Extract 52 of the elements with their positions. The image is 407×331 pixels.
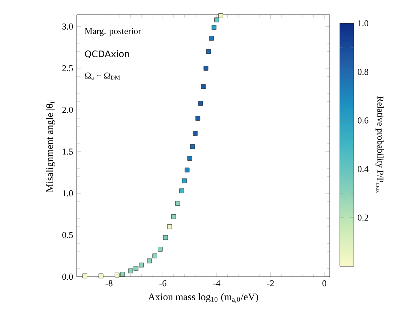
point bbox=[193, 131, 198, 136]
point bbox=[198, 101, 204, 106]
point bbox=[172, 214, 176, 220]
point bbox=[139, 262, 144, 268]
y-axis-title: Misalignment angle |θ$_{i}$| bbox=[46, 100, 56, 192]
y-tick-label: 1.5 bbox=[63, 148, 74, 155]
point bbox=[180, 188, 184, 194]
x-tick-label: -2 bbox=[267, 280, 274, 286]
color-bar-label: 0.6 bbox=[358, 118, 369, 124]
point bbox=[147, 258, 152, 264]
point bbox=[168, 224, 172, 230]
point bbox=[218, 14, 224, 18]
annotation: Marg. posterior bbox=[85, 28, 142, 36]
point bbox=[212, 25, 217, 30]
point bbox=[185, 168, 190, 173]
point bbox=[214, 18, 220, 22]
y-tick-label: 2.5 bbox=[62, 65, 74, 72]
point bbox=[201, 84, 206, 90]
point bbox=[209, 36, 214, 41]
point bbox=[98, 274, 104, 279]
x-axis-title: Axion mass log$_{10}$ (m$_{a,0}$/eV) bbox=[148, 293, 258, 303]
y-tick-label: 3.0 bbox=[62, 24, 74, 30]
point bbox=[204, 66, 209, 71]
point bbox=[134, 266, 139, 271]
annotation: Ω$_{a}$ ~ Ω$_{DM}$ bbox=[85, 72, 120, 80]
point bbox=[158, 247, 163, 252]
color-bar-label: 0.4 bbox=[358, 166, 369, 172]
color-bar-label: 1.0 bbox=[358, 20, 369, 27]
x-tick-label: -8 bbox=[106, 280, 113, 287]
point bbox=[82, 274, 88, 279]
x-tick-label: -6 bbox=[160, 280, 167, 287]
annotation: QCDAxion bbox=[85, 50, 130, 59]
color-bar-label: 0.2 bbox=[358, 214, 368, 221]
point bbox=[128, 268, 134, 274]
y-tick-label: 2.0 bbox=[62, 107, 74, 114]
point bbox=[206, 49, 212, 54]
x-tick-label: 0 bbox=[322, 280, 327, 287]
color-bar-label: 0.8 bbox=[358, 69, 369, 76]
y-tick-label: 0.0 bbox=[62, 274, 74, 280]
y-tick-label: 1.0 bbox=[63, 190, 74, 197]
point bbox=[196, 116, 200, 121]
point bbox=[182, 178, 188, 184]
point bbox=[152, 254, 158, 258]
point bbox=[190, 144, 196, 150]
point bbox=[115, 272, 120, 278]
point bbox=[176, 201, 180, 206]
x-tick-label: -4 bbox=[214, 280, 221, 286]
point bbox=[120, 272, 126, 277]
color-bar-title: Relative probability P/P$_{max}$ bbox=[376, 96, 384, 194]
point bbox=[188, 156, 192, 161]
point bbox=[163, 235, 168, 240]
y-tick-label: 0.5 bbox=[62, 232, 74, 238]
